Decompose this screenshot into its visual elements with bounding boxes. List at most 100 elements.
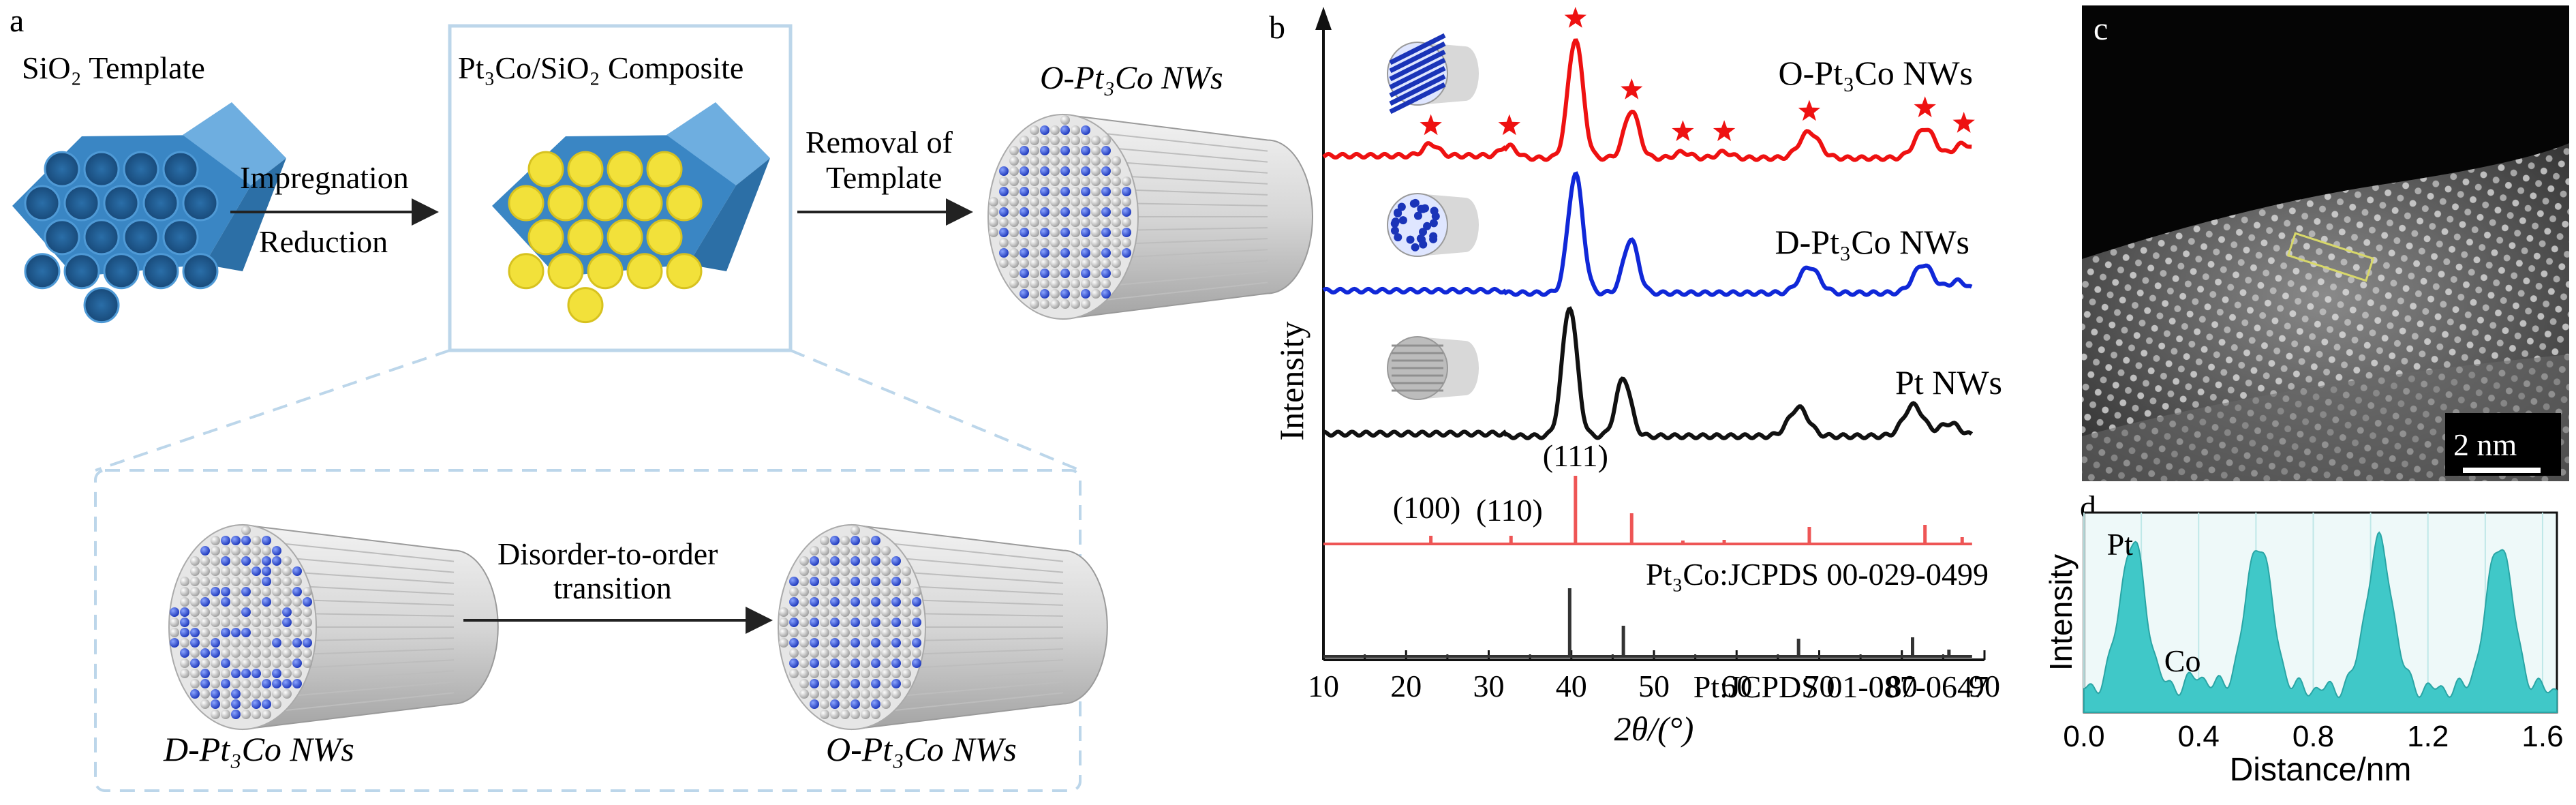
pt-atom — [180, 658, 189, 668]
co-atom — [830, 638, 840, 648]
series-label: O-Pt₃Co NWs — [1779, 54, 1974, 92]
x-tick-label: 10 — [1308, 669, 1339, 703]
pt-atom — [272, 658, 281, 668]
pt-atom — [303, 648, 312, 658]
pt-atom — [231, 577, 241, 586]
pt-atom — [1091, 207, 1101, 217]
pt-atom — [231, 618, 241, 627]
pt-atom — [912, 628, 921, 637]
co-atom — [180, 618, 189, 627]
co-atom — [1019, 166, 1029, 176]
pt-atom — [1030, 156, 1039, 166]
ordered-peak-star — [1498, 114, 1520, 136]
pt-atom — [840, 638, 850, 648]
pt-annotation: Pt — [2107, 527, 2134, 562]
pt-atom — [292, 618, 302, 627]
pt-atom — [1019, 279, 1029, 288]
co-atom — [891, 618, 901, 627]
pt-atom — [1060, 156, 1070, 166]
profile-area — [2083, 531, 2558, 713]
pt-atom — [272, 648, 281, 658]
pt-atom — [840, 536, 850, 545]
co-atom — [200, 679, 210, 688]
co-atom — [850, 597, 860, 607]
pore — [607, 219, 643, 256]
pt-atom — [1071, 238, 1080, 247]
pt-atom — [830, 710, 840, 719]
pt-atom — [902, 607, 911, 617]
ordered-peak-star — [1564, 7, 1586, 28]
co-atom — [211, 638, 220, 648]
co-atom — [1060, 228, 1070, 237]
co-atom — [810, 658, 819, 668]
pt-atom — [272, 577, 281, 586]
pt-atom — [272, 587, 281, 596]
pt-atom — [1009, 207, 1019, 217]
pt-atom — [820, 587, 829, 596]
pore — [587, 185, 624, 222]
pt-atom — [881, 628, 891, 637]
pt-atom — [251, 710, 261, 719]
pt-atom — [282, 566, 292, 576]
pt-atom — [1081, 299, 1090, 309]
pt-atom — [262, 658, 271, 668]
pt-atom — [231, 607, 241, 617]
pt-atom — [241, 710, 251, 719]
pt-atom — [303, 618, 312, 627]
pore — [83, 219, 120, 256]
pt-atom — [1019, 258, 1029, 268]
pt-atom — [861, 669, 870, 678]
pt-atom — [292, 628, 302, 637]
pt-atom — [1009, 187, 1019, 196]
co-atom — [211, 699, 220, 709]
pt-atom — [1030, 299, 1039, 309]
pt-atom — [1091, 156, 1101, 166]
co-atom — [1060, 146, 1070, 155]
pt-atom — [221, 648, 230, 658]
co-atom — [850, 536, 860, 545]
pt-atom — [1009, 166, 1019, 176]
pt-atom — [871, 607, 880, 617]
y-axis-arrow — [1315, 7, 1332, 30]
pt-atom — [1071, 156, 1080, 166]
co-atom — [830, 556, 840, 566]
co-atom — [1019, 228, 1029, 237]
pt-atom — [262, 546, 271, 556]
pt-atom — [1071, 269, 1080, 278]
pt-atom — [861, 566, 870, 576]
pt-atom — [1030, 166, 1039, 176]
pt-atom — [292, 607, 302, 617]
co-atom — [999, 207, 1009, 217]
co-atom — [1040, 228, 1049, 237]
pt-atom — [262, 689, 271, 699]
co-atom — [871, 597, 880, 607]
pt-atom — [1091, 289, 1101, 299]
pt-atom — [211, 710, 220, 719]
co-atom — [221, 587, 230, 596]
co-atom — [211, 587, 220, 596]
pt-atom — [211, 597, 220, 607]
pt-atom — [861, 577, 870, 586]
co-atom — [190, 658, 200, 668]
pt-atom — [891, 566, 901, 576]
co-atom — [231, 536, 241, 545]
pt-atom — [292, 669, 302, 678]
ordered-peak-star — [1420, 114, 1442, 136]
pt-atom — [810, 648, 819, 658]
pt-atom — [902, 577, 911, 586]
pt-atom — [850, 648, 860, 658]
pt-atom — [1060, 258, 1070, 268]
pt-atom — [799, 556, 809, 566]
pt-atom — [241, 546, 251, 556]
co-atom — [292, 566, 302, 576]
pt-atom — [251, 689, 261, 699]
co-atom — [830, 577, 840, 586]
pt-atom — [1091, 269, 1101, 278]
co-atom — [262, 679, 271, 688]
pt-atom — [779, 638, 788, 648]
pt-atom — [1111, 156, 1121, 166]
co-atom — [850, 679, 860, 688]
co-atom — [912, 597, 921, 607]
co-atom — [282, 679, 292, 688]
pt-atom — [1019, 156, 1029, 166]
